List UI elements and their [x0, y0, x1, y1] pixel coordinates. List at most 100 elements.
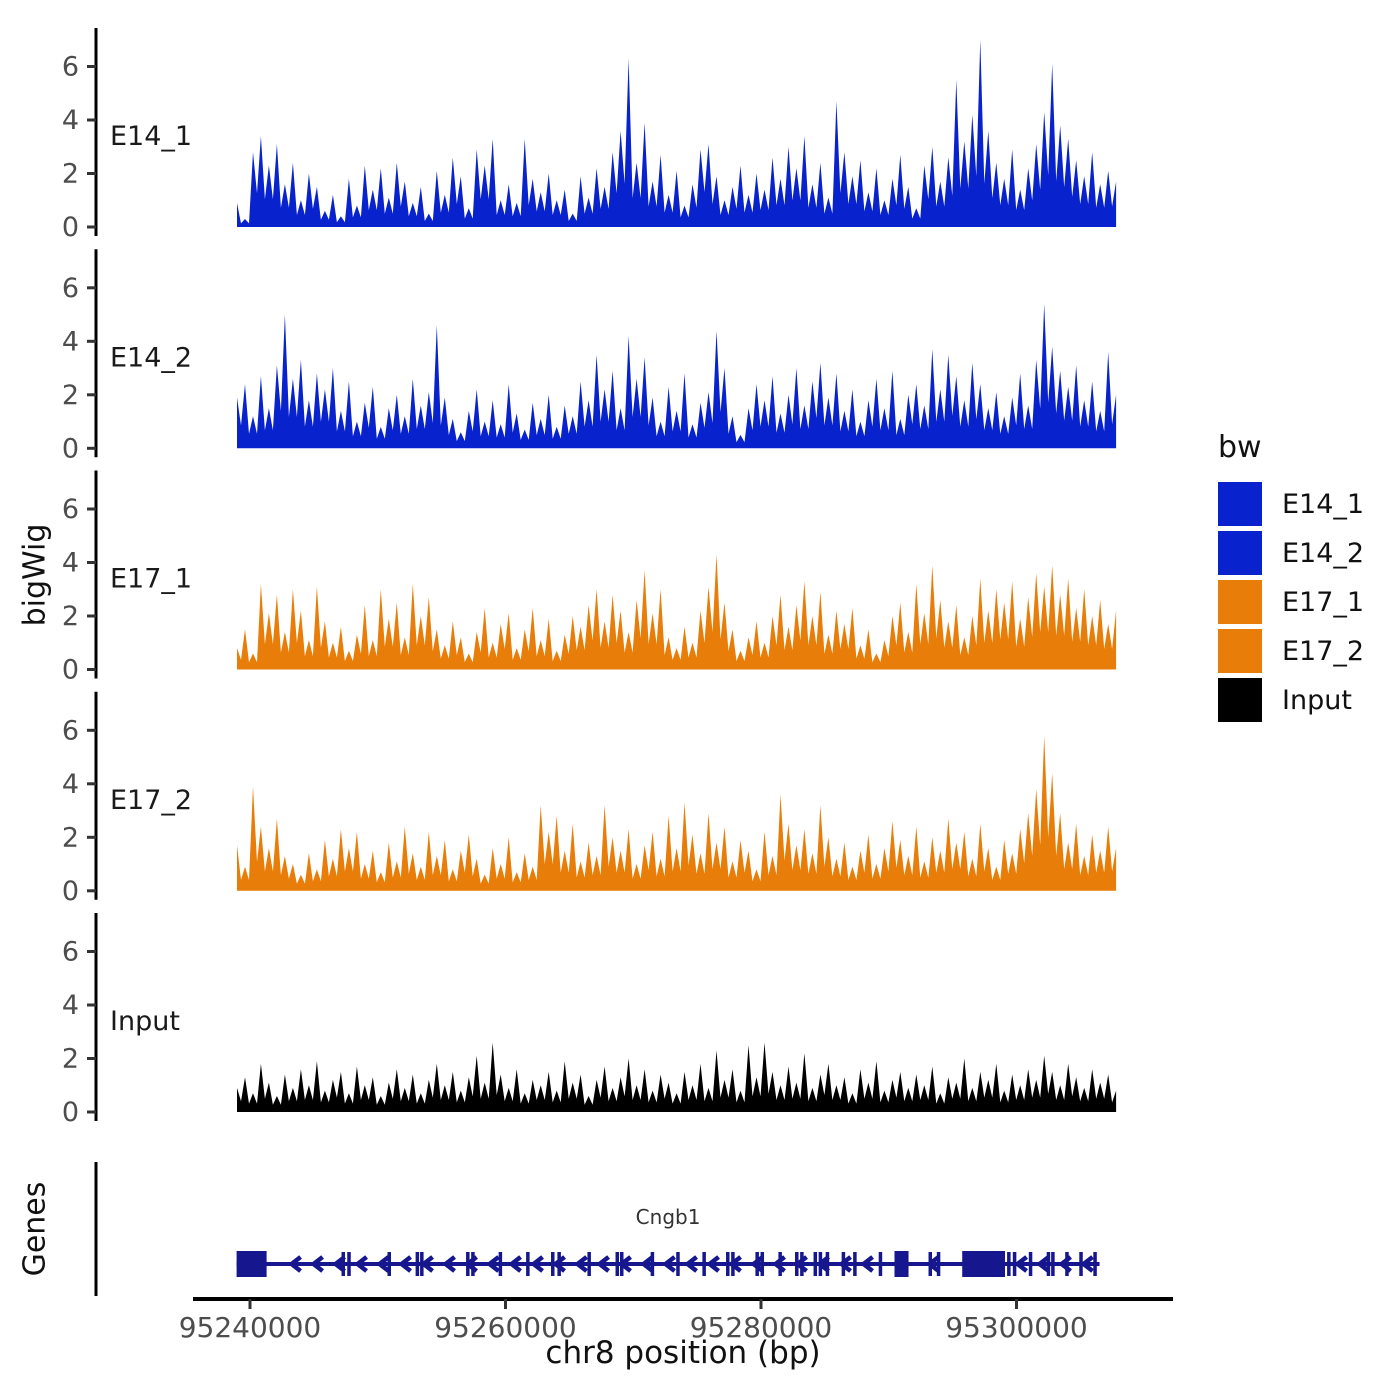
exon-tick	[498, 1252, 503, 1276]
exon-tick	[471, 1252, 475, 1276]
strand-arrow-icon	[485, 1255, 500, 1273]
exon-tick	[341, 1252, 346, 1276]
exon-tick	[587, 1252, 591, 1276]
y-tick-label: 6	[62, 273, 79, 304]
exon-tick	[841, 1252, 846, 1276]
exon-tick	[928, 1252, 933, 1276]
strand-arrow-icon	[837, 1255, 852, 1273]
strand-arrow-icon	[683, 1255, 698, 1273]
y-tick-label: 0	[62, 876, 79, 907]
strand-arrow-icon	[573, 1255, 588, 1273]
exon-tick	[731, 1252, 735, 1276]
strand-arrow-icon	[639, 1255, 654, 1273]
exon-tick	[878, 1252, 883, 1276]
exon-tick	[936, 1252, 941, 1276]
legend-swatch	[1218, 482, 1262, 526]
x-tick-label: 95300000	[945, 1311, 1088, 1344]
legend-entry: E14_2	[1218, 531, 1364, 575]
signal-area-E17_1	[237, 554, 1117, 670]
exon-tick	[800, 1252, 804, 1276]
track-label: E17_2	[110, 785, 192, 816]
exon-tick	[387, 1252, 391, 1276]
exon-tick	[778, 1252, 782, 1276]
y-tick-label: 6	[62, 937, 79, 968]
legend-label: Input	[1282, 684, 1352, 716]
legend-label: E17_2	[1282, 635, 1365, 667]
y-tick-label: 6	[62, 494, 79, 525]
exon-tick	[755, 1252, 759, 1276]
legend-entry: E17_1	[1218, 580, 1364, 624]
signal-area-E14_1	[237, 39, 1117, 227]
y-tick-label: 2	[62, 159, 79, 190]
exon-tick	[1051, 1252, 1055, 1276]
exon-box	[894, 1251, 909, 1277]
exon-tick	[551, 1252, 555, 1276]
y-tick-label: 4	[62, 990, 79, 1021]
strand-arrow-icon	[1035, 1255, 1050, 1273]
signal-area-Input	[237, 1042, 1117, 1112]
exon-tick	[415, 1252, 420, 1276]
legend-label: E14_1	[1282, 488, 1365, 520]
y-tick-label: 4	[62, 326, 79, 357]
y-tick-label: 2	[62, 380, 79, 411]
strand-arrow-icon	[397, 1255, 412, 1273]
exon-tick	[760, 1252, 765, 1276]
legend-label: E17_1	[1282, 586, 1365, 618]
y-tick-label: 0	[62, 433, 79, 464]
legend-entry: Input	[1218, 678, 1364, 722]
exon-tick	[347, 1252, 351, 1276]
y-tick-label: 0	[62, 1097, 79, 1128]
strand-arrow-icon	[1013, 1255, 1028, 1273]
legend-entry: E14_1	[1218, 482, 1364, 526]
strand-arrow-icon	[749, 1255, 764, 1273]
exon-tick	[466, 1252, 470, 1276]
y-tick-label: 6	[62, 52, 79, 83]
exon-tick	[795, 1252, 799, 1276]
y-tick-label: 2	[62, 822, 79, 853]
exon-tick	[1065, 1252, 1069, 1276]
exon-box	[962, 1251, 1006, 1277]
exon-tick	[825, 1252, 830, 1276]
y-tick-label: 4	[62, 105, 79, 136]
y-tick-label: 2	[62, 1044, 79, 1075]
strand-arrow-icon	[353, 1255, 368, 1273]
legend-title: bw	[1218, 430, 1262, 465]
track-label: E14_2	[110, 342, 192, 373]
strand-arrow-icon	[375, 1255, 390, 1273]
exon-tick	[1007, 1252, 1011, 1276]
legend: bw E14_1 E14_2 E17_1 E17_2 Input	[1218, 430, 1364, 727]
exon-tick	[702, 1252, 706, 1276]
y-tick-label: 4	[62, 769, 79, 800]
exon-tick	[557, 1252, 561, 1276]
legend-swatch	[1218, 580, 1262, 624]
legend-swatch	[1218, 678, 1262, 722]
strand-arrow-icon	[441, 1255, 456, 1273]
track-label: E17_1	[110, 564, 192, 595]
strand-arrow-icon	[1079, 1255, 1094, 1273]
exon-tick	[420, 1252, 424, 1276]
strand-arrow-icon	[287, 1255, 302, 1273]
signal-area-E14_2	[237, 303, 1117, 449]
track-label: E14_1	[110, 121, 192, 152]
exon-tick	[620, 1252, 624, 1276]
legend-label: E14_2	[1282, 537, 1365, 569]
exon-tick	[818, 1252, 823, 1276]
y-tick-label: 6	[62, 715, 79, 746]
strand-arrow-icon	[507, 1255, 522, 1273]
y-tick-label: 2	[62, 601, 79, 632]
legend-entry: E17_2	[1218, 629, 1364, 673]
gene-name-label: Cngb1	[636, 1205, 701, 1229]
exon-tick	[1093, 1252, 1097, 1276]
x-tick-label: 95240000	[179, 1311, 322, 1344]
strand-arrow-icon	[859, 1255, 874, 1273]
strand-arrow-icon	[309, 1255, 324, 1273]
exon-tick	[676, 1252, 680, 1276]
x-tick-label: 95260000	[434, 1311, 577, 1344]
exon-tick	[1028, 1252, 1033, 1276]
signal-area-E17_2	[237, 735, 1117, 891]
x-tick-label: 95280000	[690, 1311, 833, 1344]
exon-tick	[1012, 1252, 1017, 1276]
y-tick-label: 4	[62, 548, 79, 579]
exon-box	[236, 1251, 267, 1277]
